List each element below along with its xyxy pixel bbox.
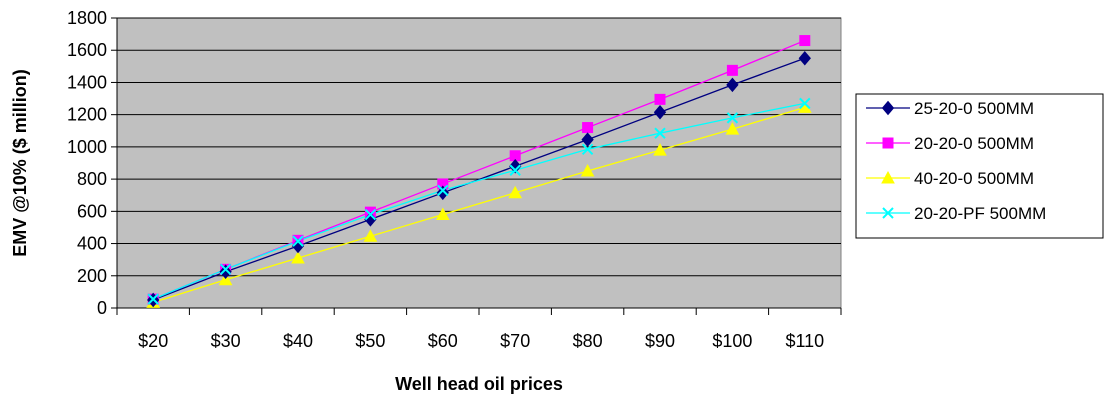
y-tick-label: 1600 — [67, 40, 107, 60]
legend-label: 25-20-0 500MM — [914, 99, 1034, 118]
y-tick-label: 800 — [77, 169, 107, 189]
y-tick-label: 1000 — [67, 137, 107, 157]
legend-marker-square — [882, 137, 894, 149]
data-point-diamond — [219, 264, 232, 280]
y-axis: 0 200 400 600 800 1000 1200 1400 1600 1800 — [67, 8, 118, 318]
x-tick-label: $40 — [283, 331, 313, 351]
data-point-diamond — [798, 51, 811, 66]
data-point-diamond — [581, 132, 594, 147]
x-tick-label: $60 — [428, 331, 458, 351]
legend-label: 40-20-0 500MM — [914, 169, 1034, 188]
legend-marker-triangle — [881, 170, 895, 184]
series-line — [152, 102, 805, 300]
y-tick-label: 200 — [77, 266, 107, 286]
legend-marker-x — [882, 207, 894, 219]
data-point-diamond — [726, 77, 739, 93]
x-tick-label: $90 — [645, 331, 675, 351]
x-tick-label: $30 — [211, 331, 241, 351]
plot-area — [116, 17, 842, 309]
x-tick-label: $50 — [355, 331, 385, 351]
legend-box — [855, 93, 1104, 239]
y-tick-label: 1800 — [67, 8, 107, 28]
data-point-triangle — [580, 164, 595, 177]
data-point-square — [726, 64, 738, 76]
data-point-triangle — [435, 207, 450, 221]
data-point-x — [364, 208, 377, 221]
y-tick-label: 400 — [77, 234, 107, 254]
data-point-triangle — [218, 272, 233, 286]
legend-label: 20-20-PF 500MM — [914, 204, 1046, 223]
y-axis-title: EMV @10% ($ million) — [10, 69, 30, 257]
data-point-diamond — [436, 185, 449, 201]
data-point-x — [654, 127, 666, 139]
data-point-square — [799, 35, 811, 47]
legend: 25-20-0 500MM 20-20-0 500MM 40-20-0 500MM 2… — [855, 93, 1104, 239]
x-tick-label: $70 — [500, 331, 530, 351]
x-axis: $20 $30 $40 $50 $60 $70 $80 $90 $100 $110 — [116, 307, 842, 351]
data-point-x — [581, 143, 594, 156]
data-point-x — [147, 293, 159, 305]
data-point-triangle — [725, 122, 740, 135]
data-point-x — [437, 184, 449, 197]
y-tick-label: 600 — [77, 201, 107, 221]
data-point-x — [292, 235, 304, 247]
legend-label: 20-20-0 500MM — [914, 134, 1034, 153]
series-line — [152, 57, 806, 301]
data-point-triangle — [291, 251, 305, 264]
y-tick-label: 1200 — [67, 105, 107, 125]
legend-marker-diamond — [881, 100, 895, 116]
y-tick-label: 1400 — [67, 72, 107, 92]
data-point-triangle — [653, 143, 667, 156]
data-point-square — [654, 93, 666, 105]
data-point-diamond — [509, 158, 522, 174]
data-point-triangle — [508, 185, 523, 199]
data-point-triangle — [363, 229, 378, 242]
x-axis-title: Well head oil prices — [395, 374, 563, 394]
data-point-x — [219, 263, 232, 276]
x-tick-label: $80 — [573, 331, 603, 351]
y-tick-label: 0 — [97, 298, 107, 318]
data-point-x — [509, 164, 521, 176]
x-tick-label: $20 — [138, 331, 168, 351]
x-tick-label: $100 — [712, 331, 752, 351]
series-markers — [146, 35, 812, 308]
x-tick-label: $110 — [785, 331, 824, 351]
data-point-square — [582, 122, 594, 134]
data-point-x — [726, 112, 739, 124]
data-point-x — [799, 97, 811, 110]
series-line — [153, 106, 805, 303]
data-point-diamond — [653, 104, 667, 120]
series-lines — [152, 39, 806, 303]
